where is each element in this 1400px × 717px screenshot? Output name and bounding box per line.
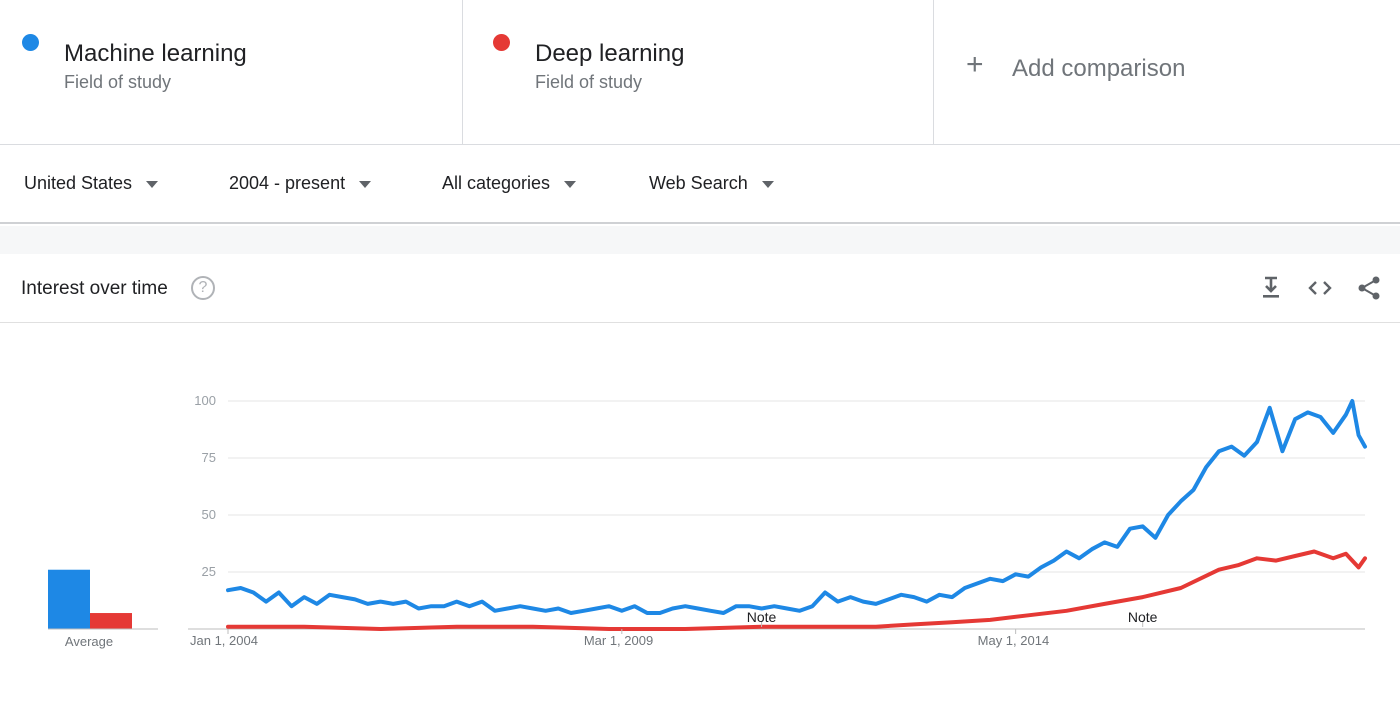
category-label: All categories (442, 173, 551, 193)
region-dropdown[interactable]: United States (24, 173, 159, 194)
chart-labels: Jan 1, 2004 Mar 1, 2009 May 1, 2014 Note Not… (190, 609, 1158, 648)
chart-grid: 100 75 50 25 (188, 393, 1365, 630)
x-tick-label: Mar 1, 2009 (584, 633, 653, 648)
embed-icon[interactable] (1306, 274, 1334, 302)
help-icon[interactable]: ? (191, 276, 215, 300)
term-name: Deep learning (535, 40, 685, 67)
x-tick-label: May 1, 2014 (978, 633, 1050, 648)
download-icon[interactable] (1257, 274, 1285, 302)
term-color-dot (22, 34, 39, 51)
note-label[interactable]: Note (747, 609, 777, 625)
y-tick-label: 100 (194, 393, 216, 408)
time-range-label: 2004 - present (229, 173, 346, 193)
term-subtitle: Field of study (64, 72, 172, 92)
y-tick-label: 50 (202, 507, 216, 522)
term-card-deep-learning[interactable]: Deep learning Field of study (463, 0, 934, 144)
average-bar[interactable] (48, 569, 90, 629)
y-tick-label: 25 (202, 564, 216, 579)
search-type-label: Web Search (649, 173, 748, 193)
term-color-dot (493, 34, 510, 51)
note-label[interactable]: Note (1128, 609, 1158, 625)
section-divider-band (0, 226, 1400, 254)
card-title: Interest over time (21, 278, 168, 299)
interest-over-time-header: Interest over time ? (0, 254, 1400, 323)
term-name: Machine learning (64, 40, 247, 67)
share-icon[interactable] (1355, 274, 1383, 302)
add-comparison-button[interactable]: + Add comparison (934, 0, 1400, 144)
filter-bar: United States 2004 - present All categor… (0, 145, 1400, 224)
interest-over-time-chart: 100 75 50 25 Average Jan 1, 2004 Mar 1, 2009… (48, 393, 1367, 649)
search-terms-bar: Machine learning Field of study Deep lea… (0, 0, 1400, 145)
average-bar[interactable] (90, 613, 132, 629)
dropdown-caret-icon (359, 180, 372, 188)
y-tick-label: 75 (202, 450, 216, 465)
average-bars: Average (48, 569, 158, 649)
plus-icon: + (966, 48, 984, 81)
category-dropdown[interactable]: All categories (442, 173, 577, 194)
dropdown-caret-icon (564, 180, 577, 188)
x-tick-label: Jan 1, 2004 (190, 633, 258, 648)
region-label: United States (24, 173, 133, 193)
series-line-machine-learning[interactable] (226, 399, 1367, 615)
term-card-machine-learning[interactable]: Machine learning Field of study (0, 0, 463, 144)
dropdown-caret-icon (146, 180, 159, 188)
chart-series (226, 399, 1367, 631)
term-subtitle: Field of study (535, 72, 643, 92)
search-type-dropdown[interactable]: Web Search (649, 173, 774, 194)
time-range-dropdown[interactable]: 2004 - present (229, 173, 372, 194)
dropdown-caret-icon (761, 180, 774, 188)
add-comparison-label: Add comparison (1012, 55, 1186, 82)
average-label: Average (65, 634, 113, 649)
series-line-deep-learning[interactable] (226, 549, 1367, 631)
